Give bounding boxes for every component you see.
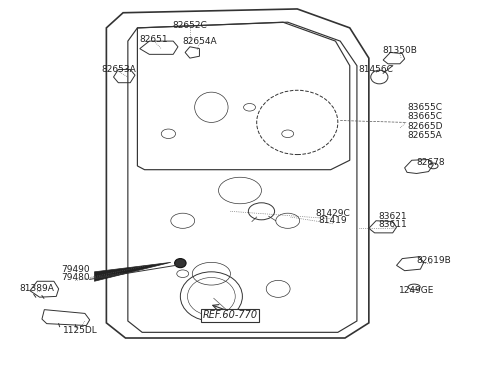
Text: 83655C: 83655C <box>407 103 442 112</box>
Text: 81350B: 81350B <box>383 46 417 55</box>
Text: 82654A: 82654A <box>182 37 217 46</box>
Text: 79490: 79490 <box>61 266 90 274</box>
Text: 83611: 83611 <box>378 220 407 229</box>
Text: 79480: 79480 <box>61 273 90 282</box>
Text: 81389A: 81389A <box>20 284 55 293</box>
Text: 82651: 82651 <box>140 35 168 44</box>
Text: 81429C: 81429C <box>316 209 350 218</box>
Text: 82665D: 82665D <box>407 122 443 131</box>
Text: 81419: 81419 <box>319 216 348 225</box>
Text: 82678: 82678 <box>417 158 445 166</box>
Text: 83665C: 83665C <box>407 112 442 121</box>
Text: 82652C: 82652C <box>172 21 207 30</box>
Text: 83621: 83621 <box>378 213 407 221</box>
Text: 82655A: 82655A <box>407 131 442 140</box>
Text: 1249GE: 1249GE <box>399 286 434 295</box>
Text: 82619B: 82619B <box>416 256 451 265</box>
Text: 1125DL: 1125DL <box>63 326 97 335</box>
Polygon shape <box>95 263 171 281</box>
Text: REF.60-770: REF.60-770 <box>203 310 258 320</box>
Circle shape <box>175 259 186 268</box>
Text: 81456C: 81456C <box>359 65 394 74</box>
Text: 82653A: 82653A <box>101 65 136 74</box>
